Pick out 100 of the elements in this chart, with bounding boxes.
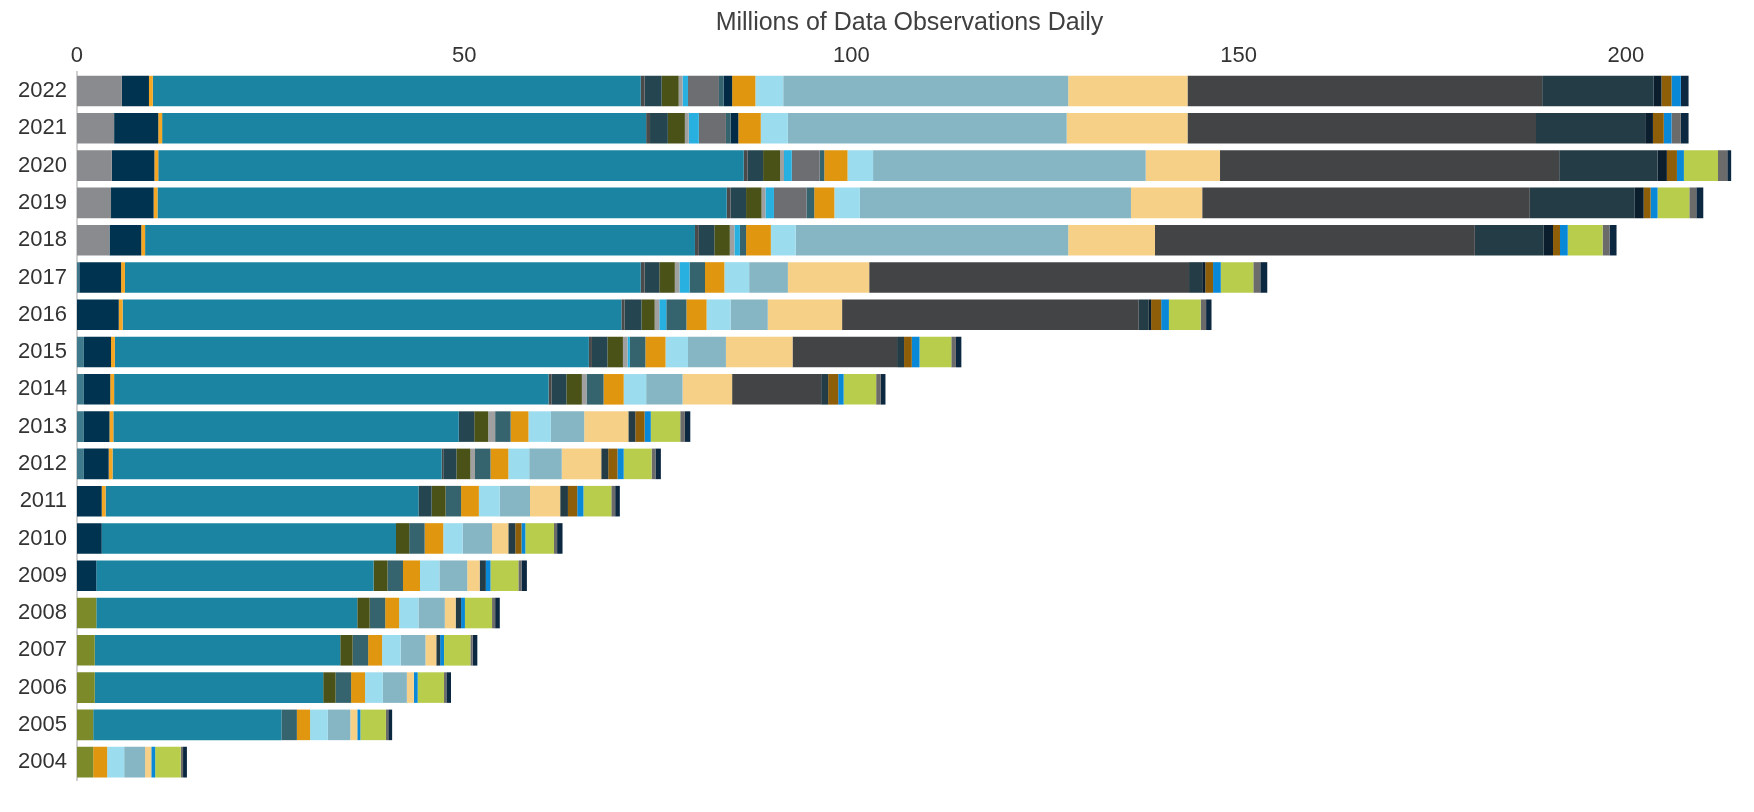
bar [1657,187,1690,219]
bar [499,485,530,517]
bar [661,75,679,107]
bar [112,448,442,480]
y-tick-label: 2021 [17,114,67,140]
bar [158,150,744,181]
bar [492,597,496,629]
bar [93,709,282,741]
bar [76,746,94,778]
bar [682,75,688,107]
bar [623,374,647,405]
bar [1529,187,1635,219]
bar [1068,75,1188,107]
bar [510,411,529,442]
bar [859,187,1131,219]
bar [646,113,651,144]
y-tick-label: 2010 [17,524,67,550]
bar [1187,75,1543,107]
bar [83,336,112,368]
bar [113,411,459,442]
bar [791,150,820,181]
bar [548,374,552,405]
bar [436,635,441,666]
bar [665,336,688,368]
y-tick-label: 2019 [17,188,67,214]
bar [726,187,731,219]
bar [157,187,727,219]
bar [1154,224,1475,256]
bar [629,336,646,368]
bar [684,411,691,442]
bar [698,113,726,144]
bar [111,150,155,181]
bar [698,224,715,256]
bar [650,411,681,442]
bar [640,262,645,293]
bar [659,299,667,331]
bar [792,336,898,368]
bar [420,560,440,592]
bar [508,523,516,554]
bar [767,299,843,331]
bar [684,113,689,144]
bar [443,448,457,480]
bar [406,672,414,703]
bar [1206,299,1212,331]
bar [1634,187,1644,219]
y-tick-label: 2007 [17,636,67,662]
y-tick-label: 2005 [17,710,67,736]
bar [446,672,451,703]
bar [424,523,444,554]
bar [584,411,629,442]
bar [666,299,687,331]
bar [1200,299,1207,331]
bar [158,113,163,144]
bar [550,411,585,442]
bar [76,672,95,703]
bar [1650,187,1658,219]
bar [1151,299,1162,331]
bar [1202,187,1530,219]
bar [101,485,106,517]
bar [475,448,491,480]
bar [1567,224,1603,256]
bar [784,150,792,181]
bar [76,523,102,554]
bar [1536,113,1646,144]
x-tick-label: 200 [1607,42,1645,68]
y-tick-label: 2016 [17,300,67,326]
bar [1187,113,1536,144]
bar [417,672,445,703]
bar [686,299,707,331]
bar [350,709,358,741]
bar [108,448,113,480]
bar [515,523,522,554]
bar [601,448,609,480]
bar [1145,150,1221,181]
bar [464,597,493,629]
y-tick-label: 2012 [17,449,67,475]
bar [680,411,685,442]
bar [755,75,784,107]
bar [687,336,726,368]
bar [1202,262,1206,293]
bar [723,75,733,107]
bar [628,411,636,442]
bar [373,560,388,592]
bar [1260,262,1268,293]
bar [770,224,796,256]
bar [1680,113,1689,144]
bar [706,299,731,331]
bar [521,560,527,592]
bar [418,597,445,629]
bar [834,187,860,219]
bar [667,113,685,144]
bar [76,336,84,368]
bar [955,336,962,368]
bar [357,597,370,629]
bar [747,150,764,181]
bar [1661,75,1672,107]
bar [623,448,652,480]
bar [1602,224,1610,256]
bar [121,262,125,293]
bar [557,523,563,554]
